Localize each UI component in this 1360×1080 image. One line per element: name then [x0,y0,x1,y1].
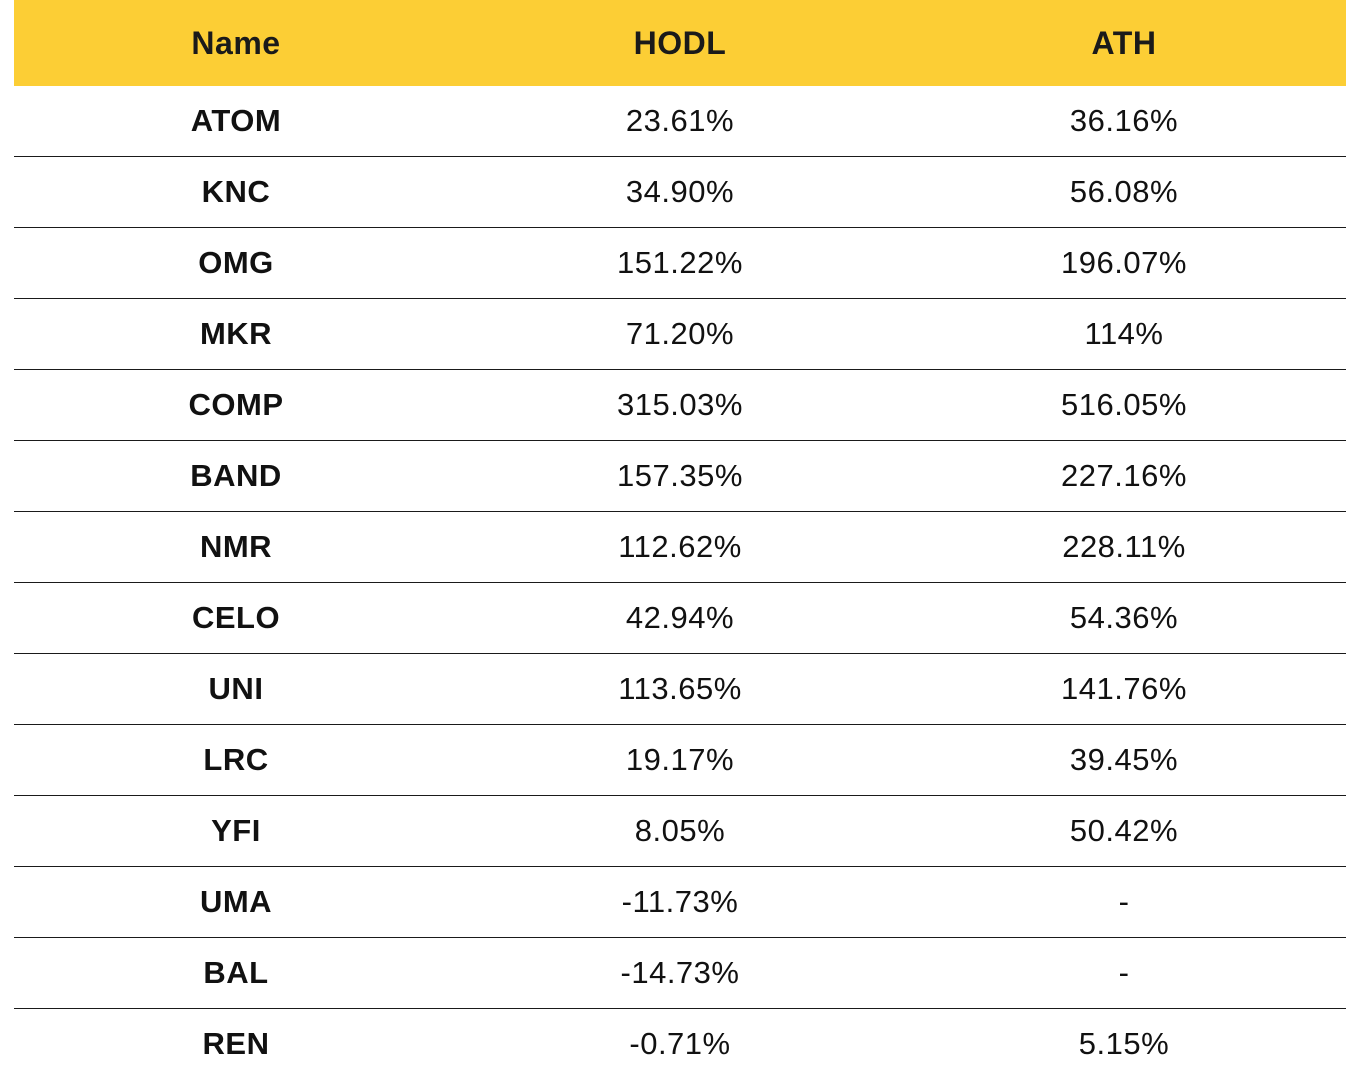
cell-hodl: 71.20% [625,316,735,351]
cell-hodl: 34.90% [625,174,735,209]
table-row: REN -0.71% 5.15% [14,1009,1346,1079]
cell-hodl: -11.73% [621,884,739,919]
column-header-hodl: HODL [633,24,727,61]
cell-name: UMA [199,884,273,919]
cell-name: MKR [199,316,273,351]
cell-hodl: -14.73% [620,955,740,990]
cell-hodl: 42.94% [625,600,735,635]
cell-name: BAL [203,955,269,990]
cell-ath: 5.15% [1078,1026,1170,1061]
table-row: KNC 34.90% 56.08% [14,157,1346,228]
table-row: ATOM 23.61% 36.16% [14,86,1346,157]
table-body: ATOM 23.61% 36.16% KNC 34.90% 56.08% OMG 151.22… [14,86,1346,1079]
cell-ath: 56.08% [1069,174,1179,209]
cell-ath: 196.07% [1061,245,1187,280]
cell-name: YFI [211,813,261,848]
cell-hodl: 112.62% [618,529,742,564]
column-header-ath: ATH [1091,24,1157,61]
cell-ath: - [1118,955,1130,990]
cell-ath: - [1118,884,1130,919]
cell-name: COMP [188,387,284,422]
table-row: BAND 157.35% 227.16% [14,441,1346,512]
table-row: OMG 151.22% 196.07% [14,228,1346,299]
cell-ath: 54.36% [1069,600,1179,635]
table-row: CELO 42.94% 54.36% [14,583,1346,654]
cell-hodl: 157.35% [617,458,743,493]
column-header-name: Name [191,24,281,61]
cell-name: REN [202,1026,270,1061]
cell-hodl: 8.05% [634,813,726,848]
cell-ath: 228.11% [1062,529,1186,564]
cell-name: ATOM [190,103,282,138]
cell-ath: 39.45% [1069,742,1179,777]
cell-name: KNC [201,174,271,209]
table-row: UNI 113.65% 141.76% [14,654,1346,725]
cell-name: UNI [208,671,264,706]
cell-hodl: 113.65% [618,671,742,706]
returns-table: Name HODL ATH ATOM 23.61% 36.16% KNC 34.90% 5… [14,0,1346,1079]
cell-hodl: 315.03% [617,387,743,422]
cell-hodl: -0.71% [629,1026,731,1061]
table-row: BAL -14.73% - [14,938,1346,1009]
table-row: MKR 71.20% 114% [14,299,1346,370]
cell-hodl: 23.61% [625,103,735,138]
table-row: COMP 315.03% 516.05% [14,370,1346,441]
table-header: Name HODL ATH [14,0,1346,86]
cell-ath: 227.16% [1061,458,1187,493]
cell-ath: 36.16% [1069,103,1179,138]
cell-name: CELO [191,600,281,635]
table-row: NMR 112.62% 228.11% [14,512,1346,583]
table-row: UMA -11.73% - [14,867,1346,938]
cell-ath: 50.42% [1069,813,1179,848]
cell-hodl: 19.17% [625,742,735,777]
cell-name: BAND [190,458,282,493]
cell-ath: 516.05% [1061,387,1187,422]
cell-ath: 141.76% [1061,671,1187,706]
cell-hodl: 151.22% [617,245,743,280]
cell-name: NMR [199,529,273,564]
table-row: YFI 8.05% 50.42% [14,796,1346,867]
cell-name: LRC [203,742,269,777]
table-row: LRC 19.17% 39.45% [14,725,1346,796]
cell-ath: 114% [1084,316,1164,351]
cell-name: OMG [198,245,274,280]
